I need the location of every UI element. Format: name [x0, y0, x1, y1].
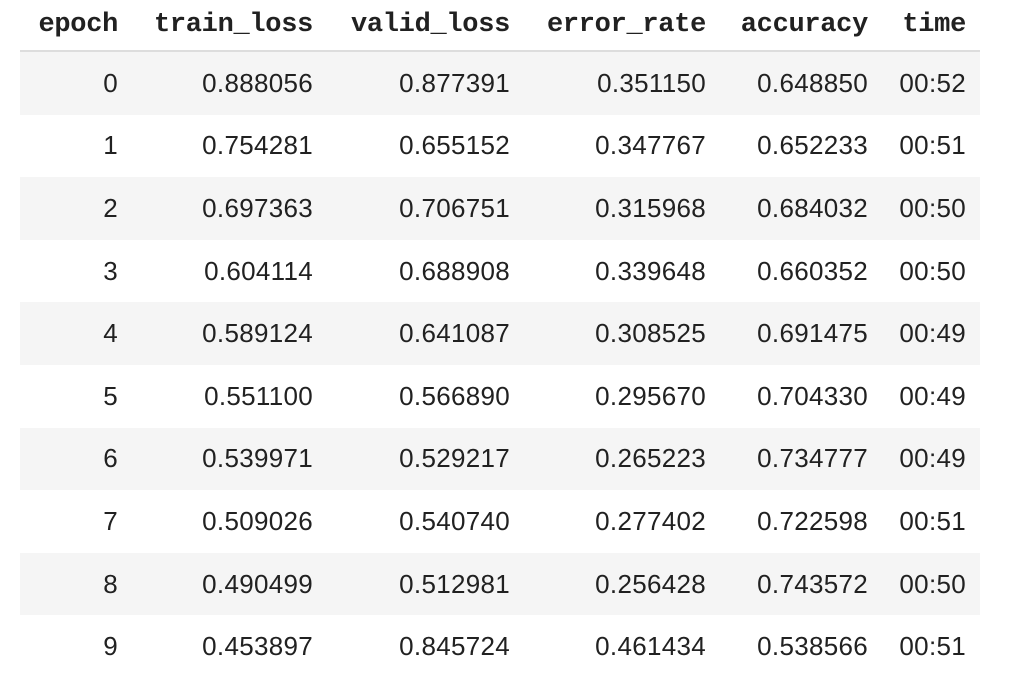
cell-time: 00:51 [899, 631, 966, 662]
cell-valid-loss: 0.566890 [399, 380, 510, 411]
cell-valid-loss: 0.877391 [325, 51, 522, 115]
cell-accuracy: 0.743572 [718, 552, 880, 616]
column-header-error-rate: error_rate [522, 0, 718, 52]
cell-valid-loss: 0.655152 [399, 130, 510, 161]
cell-valid-loss: 0.540740 [399, 505, 510, 536]
cell-error-rate: 0.295670 [595, 380, 706, 411]
cell-time: 00:50 [899, 255, 966, 286]
cell-epoch: 3 [103, 255, 118, 286]
table-row: 7 0.509026 0.540740 0.277402 0.722598 00:51 [20, 490, 980, 553]
cell-error-rate: 0.347767 [595, 130, 706, 161]
cell-error-rate: 0.461434 [595, 631, 706, 662]
column-header-time: time [880, 0, 980, 52]
cell-valid-loss: 0.641087 [325, 302, 522, 365]
cell-time: 00:52 [880, 51, 980, 115]
cell-train-loss: 0.509026 [202, 505, 313, 536]
cell-accuracy: 0.691475 [718, 302, 880, 365]
cell-epoch: 0 [20, 51, 130, 115]
cell-accuracy: 0.722598 [757, 505, 868, 536]
cell-error-rate: 0.308525 [522, 302, 718, 365]
table-row: 9 0.453897 0.845724 0.461434 0.538566 00:51 [20, 615, 980, 678]
table-row: 2 0.697363 0.706751 0.315968 0.684032 00:50 [20, 177, 980, 240]
cell-accuracy: 0.734777 [718, 427, 880, 491]
cell-time: 00:51 [899, 130, 966, 161]
table-row: 8 0.490499 0.512981 0.256428 0.743572 00:50 [20, 552, 980, 616]
cell-error-rate: 0.256428 [522, 552, 718, 616]
table-row: 5 0.551100 0.566890 0.295670 0.704330 00:49 [20, 365, 980, 428]
cell-time: 00:49 [880, 427, 980, 491]
cell-train-loss: 0.697363 [130, 177, 325, 240]
cell-error-rate: 0.339648 [595, 255, 706, 286]
cell-accuracy: 0.538566 [757, 631, 868, 662]
cell-valid-loss: 0.688908 [399, 255, 510, 286]
cell-epoch: 1 [103, 130, 118, 161]
cell-time: 00:49 [880, 302, 980, 365]
cell-train-loss: 0.551100 [204, 380, 313, 411]
cell-epoch: 5 [103, 380, 118, 411]
cell-accuracy: 0.648850 [718, 51, 880, 115]
cell-accuracy: 0.660352 [757, 255, 868, 286]
column-header-train-loss: train_loss [130, 0, 325, 52]
table-header-row: epoch train_loss valid_loss error_rate accur… [20, 0, 980, 52]
cell-time: 00:50 [880, 552, 980, 616]
cell-epoch: 9 [103, 631, 118, 662]
cell-accuracy: 0.652233 [757, 130, 868, 161]
cell-train-loss: 0.539971 [130, 427, 325, 491]
table-row: 6 0.539971 0.529217 0.265223 0.734777 00:49 [20, 427, 980, 491]
table-row: 3 0.604114 0.688908 0.339648 0.660352 00:50 [20, 240, 980, 303]
cell-valid-loss: 0.845724 [399, 631, 510, 662]
cell-valid-loss: 0.706751 [325, 177, 522, 240]
column-header-valid-loss: valid_loss [325, 0, 522, 52]
cell-accuracy: 0.704330 [757, 380, 868, 411]
cell-epoch: 8 [20, 552, 130, 616]
cell-accuracy: 0.684032 [718, 177, 880, 240]
training-results-table: epoch train_loss valid_loss error_rate accur… [20, 0, 980, 678]
cell-time: 00:49 [899, 380, 966, 411]
cell-epoch: 4 [20, 302, 130, 365]
cell-valid-loss: 0.512981 [325, 552, 522, 616]
cell-train-loss: 0.888056 [130, 51, 325, 115]
cell-epoch: 7 [103, 505, 118, 536]
cell-valid-loss: 0.529217 [325, 427, 522, 491]
cell-train-loss: 0.604114 [204, 255, 313, 286]
table-body: 0 0.888056 0.877391 0.351150 0.648850 00:52 1 0… [20, 51, 980, 678]
cell-error-rate: 0.351150 [522, 51, 718, 115]
column-header-epoch: epoch [20, 0, 130, 52]
table-row: 4 0.589124 0.641087 0.308525 0.691475 00:49 [20, 302, 980, 365]
column-header-accuracy: accuracy [718, 0, 880, 52]
cell-train-loss: 0.754281 [202, 130, 313, 161]
cell-train-loss: 0.490499 [130, 552, 325, 616]
cell-train-loss: 0.589124 [130, 302, 325, 365]
cell-error-rate: 0.277402 [595, 505, 706, 536]
table-row: 0 0.888056 0.877391 0.351150 0.648850 00:52 [20, 51, 980, 115]
cell-epoch: 6 [20, 427, 130, 491]
cell-error-rate: 0.315968 [522, 177, 718, 240]
table-row: 1 0.754281 0.655152 0.347767 0.652233 00:51 [20, 115, 980, 178]
cell-time: 00:51 [899, 505, 966, 536]
cell-time: 00:50 [880, 177, 980, 240]
cell-error-rate: 0.265223 [522, 427, 718, 491]
cell-train-loss: 0.453897 [202, 631, 313, 662]
cell-epoch: 2 [20, 177, 130, 240]
